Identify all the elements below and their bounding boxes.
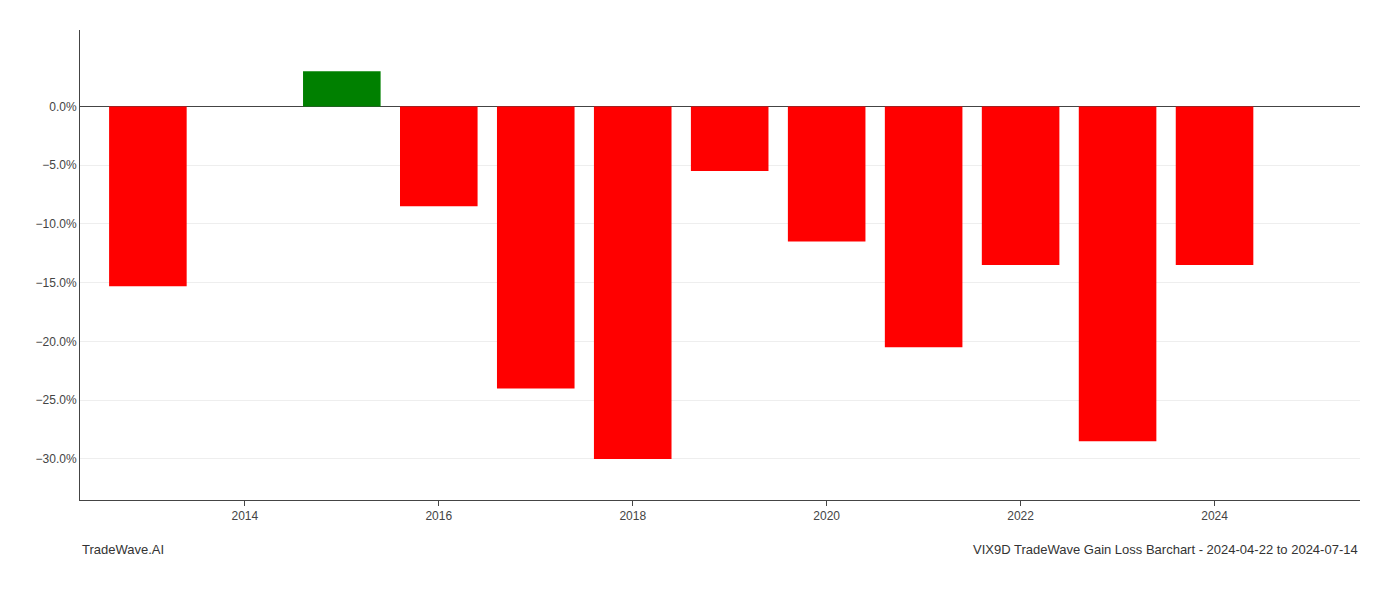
svg-text:2024: 2024 — [1201, 509, 1228, 523]
svg-text:2016: 2016 — [425, 509, 452, 523]
svg-text:−10.0%: −10.0% — [36, 217, 77, 231]
svg-text:−30.0%: −30.0% — [36, 452, 77, 466]
svg-text:−25.0%: −25.0% — [36, 393, 77, 407]
svg-text:TradeWave.AI: TradeWave.AI — [82, 542, 164, 557]
svg-text:VIX9D TradeWave Gain Loss Barc: VIX9D TradeWave Gain Loss Barchart - 202… — [973, 542, 1358, 557]
svg-text:−15.0%: −15.0% — [36, 276, 77, 290]
svg-text:−5.0%: −5.0% — [42, 158, 77, 172]
svg-text:0.0%: 0.0% — [49, 100, 77, 114]
svg-text:−20.0%: −20.0% — [36, 335, 77, 349]
svg-text:2018: 2018 — [619, 509, 646, 523]
svg-text:2022: 2022 — [1007, 509, 1034, 523]
svg-text:2020: 2020 — [813, 509, 840, 523]
svg-text:2014: 2014 — [231, 509, 258, 523]
